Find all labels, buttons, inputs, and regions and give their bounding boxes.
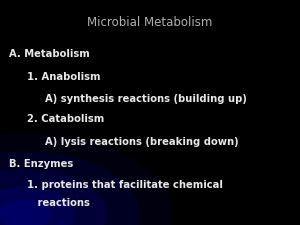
Text: Microbial Metabolism: Microbial Metabolism <box>87 16 213 29</box>
Text: A) lysis reactions (breaking down): A) lysis reactions (breaking down) <box>45 137 238 147</box>
Text: B. Enzymes: B. Enzymes <box>9 159 73 169</box>
Text: reactions: reactions <box>27 198 90 207</box>
Ellipse shape <box>0 199 50 225</box>
Text: A) synthesis reactions (building up): A) synthesis reactions (building up) <box>45 94 247 104</box>
Text: 2. Catabolism: 2. Catabolism <box>27 114 104 124</box>
Text: 1. proteins that facilitate chemical: 1. proteins that facilitate chemical <box>27 180 223 189</box>
Text: A. Metabolism: A. Metabolism <box>9 49 90 59</box>
Ellipse shape <box>0 133 172 225</box>
Ellipse shape <box>0 151 140 225</box>
Text: 1. Anabolism: 1. Anabolism <box>27 72 100 81</box>
Ellipse shape <box>0 169 106 225</box>
Ellipse shape <box>0 187 74 225</box>
